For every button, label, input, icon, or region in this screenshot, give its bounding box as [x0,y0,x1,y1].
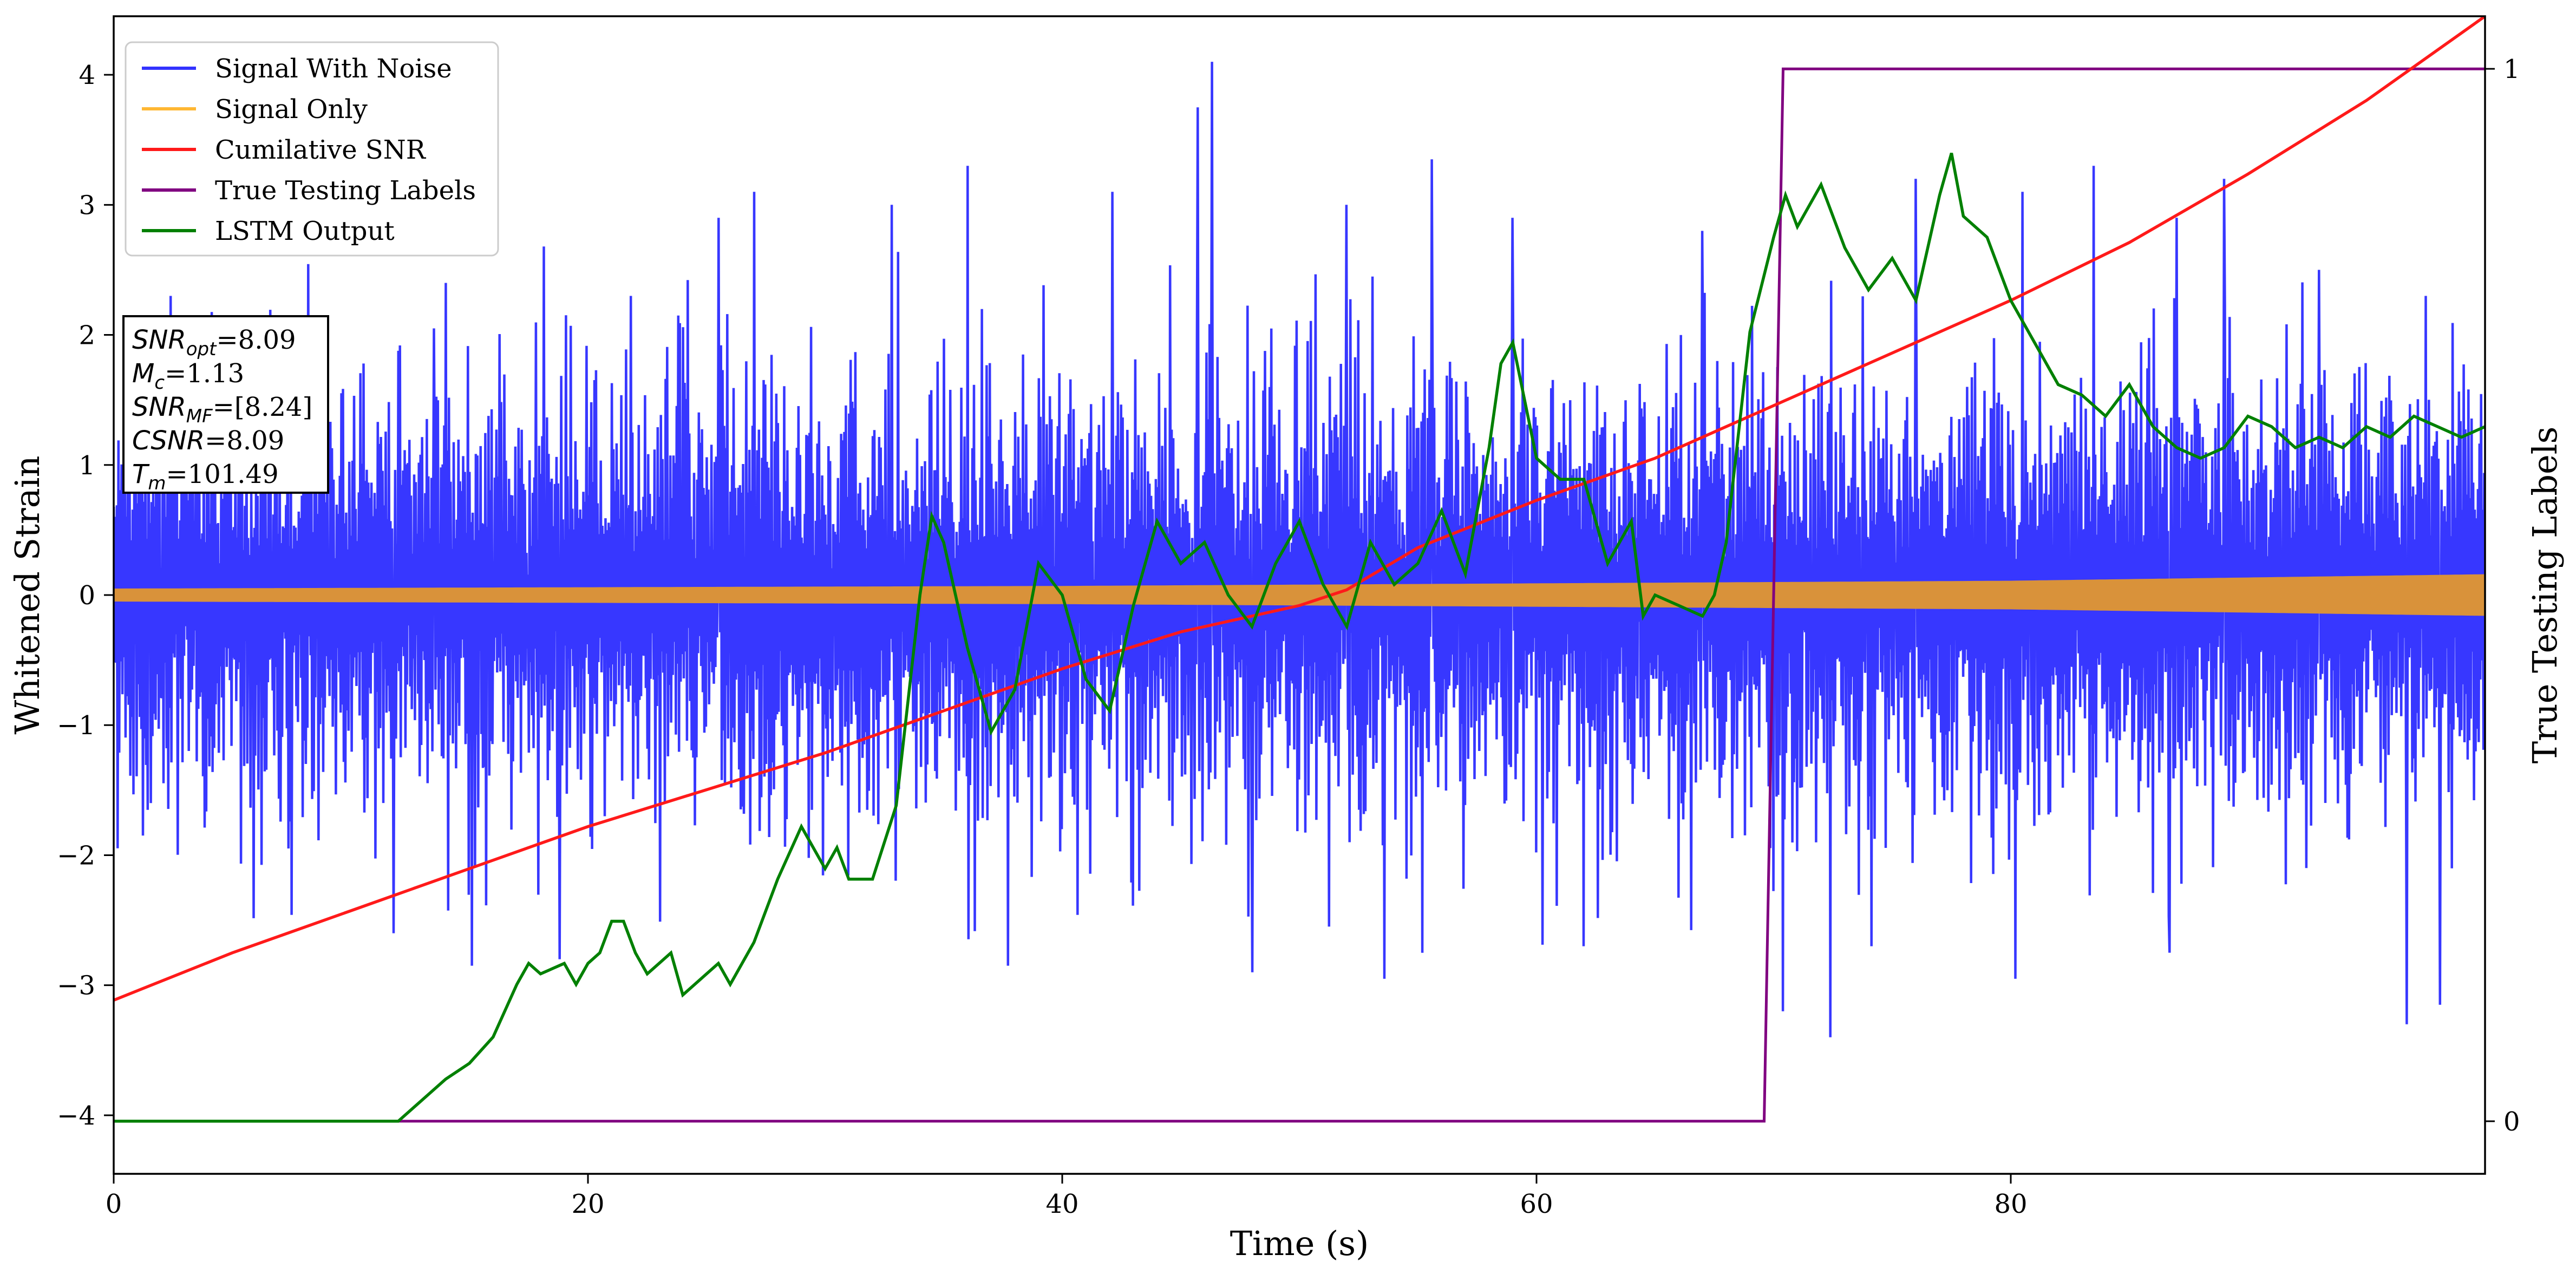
x-tick-label: 80 [1994,1189,2027,1219]
lstm-output-line [114,152,2486,1123]
x-tick-label: 20 [571,1189,604,1219]
x-axis-label: Time (s) [1230,1224,1369,1263]
true-testing-labels-line [114,67,2485,1123]
y-left-tick-label: 0 [79,580,95,611]
cumulative-snr-series [114,16,2485,1002]
y-axis-right-label: True Testing Labels [2525,427,2565,764]
annotation-line: Tm=101.49 [132,459,279,494]
annotation-line: Mc=1.13 [132,358,244,394]
legend-entry-label: Cumilative SNR [215,135,427,165]
y-left-tick-label: −1 [57,710,95,741]
y-left-tick-label: −4 [57,1101,95,1131]
y-left-tick-label: −3 [57,971,95,1001]
cumulative-snr-line [114,16,2485,1002]
y-axis-left-label: Whitened Strain [8,456,47,735]
y-left-tick-label: 4 [79,60,95,90]
x-tick-label: 60 [1520,1189,1553,1219]
y-left-tick-label: −2 [57,840,95,871]
x-tick-label: 0 [106,1189,122,1219]
y-right-tick-label: 0 [2503,1107,2520,1137]
y-left-tick-label: 3 [79,190,95,220]
x-tick-label: 40 [1045,1189,1078,1219]
legend-box [125,41,499,257]
legend: Signal With Noise Signal Only Cumilative S… [125,41,499,257]
signal-with-noise-line [114,62,2485,1037]
annotation-line: SNRopt=8.09 [132,325,296,360]
true-testing-labels-series [114,67,2485,1123]
legend-entry-label: LSTM Output [215,216,395,246]
signal-with-noise-series [114,62,2485,1037]
y-right-tick-label: 1 [2503,54,2520,84]
signal-only-band [114,574,2485,616]
y-left-tick-label: 2 [79,321,95,351]
legend-entry-label: Signal With Noise [215,54,452,84]
legend-entry-label: Signal Only [215,94,368,125]
annotation-line: CSNR=8.09 [132,426,284,456]
y-left-tick-label: 1 [79,450,95,481]
lstm-output-series [114,152,2486,1123]
signal-only-series [114,574,2485,616]
annotation-frame [122,315,329,494]
annotation-line: SNRMF=[8.24] [132,392,312,427]
annotation-box: SNRopt=8.09Mc=1.13SNRMF=[8.24]CSNR=8.09T… [122,315,329,494]
legend-entry-label: True Testing Labels [215,175,476,206]
